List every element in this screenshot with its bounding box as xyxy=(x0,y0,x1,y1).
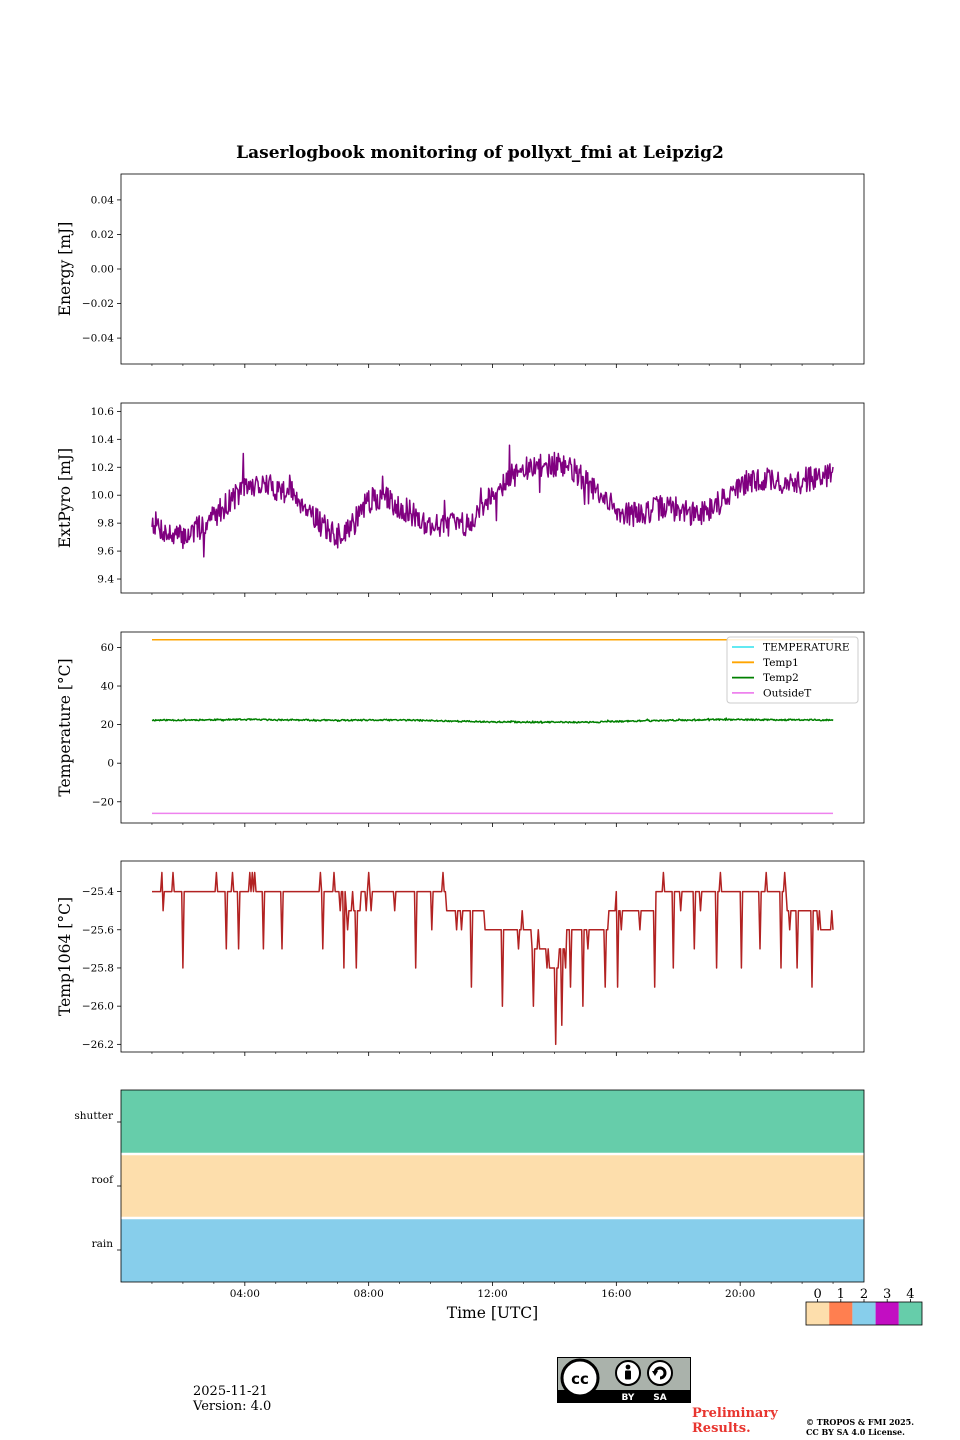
plot-area xyxy=(151,444,834,558)
preliminary-notice: Preliminary Results. xyxy=(692,1406,778,1436)
y-tick-label: 40 xyxy=(101,681,114,693)
panel-status: shutter roof rain 04:00 08:00 12:00 16:00 20:00… xyxy=(74,1089,923,1326)
share-alike-icon xyxy=(647,1360,673,1386)
y-tick-label: 10.0 xyxy=(91,490,114,502)
copyright-line-2: CC BY SA 4.0 License. xyxy=(806,1427,905,1437)
legend-label-outsidet: OutsideT xyxy=(763,687,811,699)
preliminary-line-1: Preliminary xyxy=(692,1406,778,1421)
colorbar-frame xyxy=(805,1301,923,1326)
y-tick-label: 10.4 xyxy=(91,434,115,446)
legend: TEMPERATURE Temp1 Temp2 OutsideT xyxy=(726,636,859,704)
legend-box xyxy=(726,636,859,704)
y-tick-label: −0.04 xyxy=(82,333,114,345)
legend-label-temperature: TEMPERATURE xyxy=(763,642,850,654)
y-tick-label: 10.6 xyxy=(91,406,115,418)
series-line-temp2 xyxy=(151,717,834,724)
y-axis-label: Temperature [°C] xyxy=(56,658,74,796)
x-tick-label: 04:00 xyxy=(230,1288,260,1300)
y-tick-label: −20 xyxy=(92,796,114,808)
panel-energy: −0.04 −0.02 0.00 0.02 0.04 Energy [mJ] xyxy=(56,173,865,368)
footer-date: 2025-11-21 xyxy=(193,1384,268,1399)
y-axis-label: Energy [mJ] xyxy=(56,222,74,317)
colorbar-label-2: 2 xyxy=(860,1287,868,1302)
x-tick-label: 16:00 xyxy=(601,1288,631,1300)
colorbar-label-3: 3 xyxy=(883,1287,891,1302)
status-band-rain xyxy=(121,1218,864,1282)
preliminary-line-2: Results. xyxy=(692,1421,751,1436)
y-tick-label: 0.04 xyxy=(91,194,115,206)
colorbar-swatch-0 xyxy=(806,1302,830,1325)
status-band-shutter xyxy=(121,1090,864,1154)
x-tick-label: 08:00 xyxy=(354,1288,384,1300)
legend-label-temp1: Temp1 xyxy=(763,657,799,669)
status-band-roof xyxy=(121,1154,864,1218)
y-tick-label: 0 xyxy=(107,758,114,770)
panel-extpyro: 9.4 9.6 9.8 10.0 10.2 10.4 10.6 ExtPyro [mJ] xyxy=(56,402,865,597)
y-tick-label: 0.02 xyxy=(91,229,114,241)
license-by-label: BY xyxy=(622,1393,635,1403)
colorbar-swatch-2 xyxy=(852,1302,876,1325)
y-tick-label: 60 xyxy=(101,642,114,654)
cc-license-badge[interactable]: cc BY SA xyxy=(557,1357,691,1403)
copyright-line-1: © TROPOS & FMI 2025. xyxy=(806,1417,915,1427)
x-tick-label: 12:00 xyxy=(477,1288,507,1300)
copyright-notice: © TROPOS & FMI 2025. CC BY SA 4.0 Licens… xyxy=(806,1417,914,1437)
colorbar-label-4: 4 xyxy=(906,1287,914,1302)
y-axis-label: ExtPyro [mJ] xyxy=(56,448,74,548)
y-tick-label: 20 xyxy=(101,719,114,731)
axes-frame xyxy=(120,402,865,594)
series-line-extpyro xyxy=(151,444,834,558)
colorbar-swatch-4 xyxy=(898,1302,922,1325)
panel-temp1064: −26.2 −26.0 −25.8 −25.6 −25.4 Temp1064 [°C] xyxy=(56,860,865,1056)
status-row-label: shutter xyxy=(74,1110,114,1122)
plot-area xyxy=(151,638,834,815)
y-tick-label: 9.6 xyxy=(97,546,114,558)
status-row-label: roof xyxy=(91,1174,114,1186)
y-tick-label: −25.4 xyxy=(82,886,114,898)
colorbar-swatch-1 xyxy=(829,1302,853,1325)
y-tick-label: −26.0 xyxy=(82,1001,114,1013)
footer-version: Version: 4.0 xyxy=(193,1399,272,1414)
x-tick-label: 20:00 xyxy=(725,1288,755,1300)
y-tick-label: 0.00 xyxy=(91,264,114,276)
legend-label-temp2: Temp2 xyxy=(763,672,799,684)
y-tick-label: −25.8 xyxy=(82,962,114,974)
y-tick-label: −25.6 xyxy=(82,924,114,936)
status-row-label: rain xyxy=(92,1238,114,1250)
svg-text:cc: cc xyxy=(571,1370,589,1388)
plot-area xyxy=(152,871,834,1046)
axes-frame xyxy=(120,860,865,1053)
axes-frame xyxy=(120,173,865,365)
axes-frame xyxy=(120,631,865,824)
series-line-temp1064 xyxy=(152,871,834,1046)
y-axis-label: Temp1064 [°C] xyxy=(56,897,74,1016)
y-tick-label: 9.4 xyxy=(97,574,114,586)
colorbar-label-0: 0 xyxy=(813,1287,821,1302)
y-tick-label: 10.2 xyxy=(91,462,114,474)
chart-title: Laserlogbook monitoring of pollyxt_fmi a… xyxy=(236,143,724,163)
x-axis-label: Time [UTC] xyxy=(447,1304,538,1322)
panel-temperature: −20 0 20 40 60 Temperature [°C] TEMPERATURE Tem… xyxy=(56,631,865,827)
y-tick-label: −26.2 xyxy=(82,1039,114,1051)
y-tick-label: −0.02 xyxy=(82,298,114,310)
license-sa-label: SA xyxy=(653,1393,666,1403)
cc-icon xyxy=(560,1358,600,1398)
colorbar-label-1: 1 xyxy=(837,1287,845,1302)
y-tick-label: 9.8 xyxy=(97,518,114,530)
colorbar-swatch-3 xyxy=(875,1302,899,1325)
